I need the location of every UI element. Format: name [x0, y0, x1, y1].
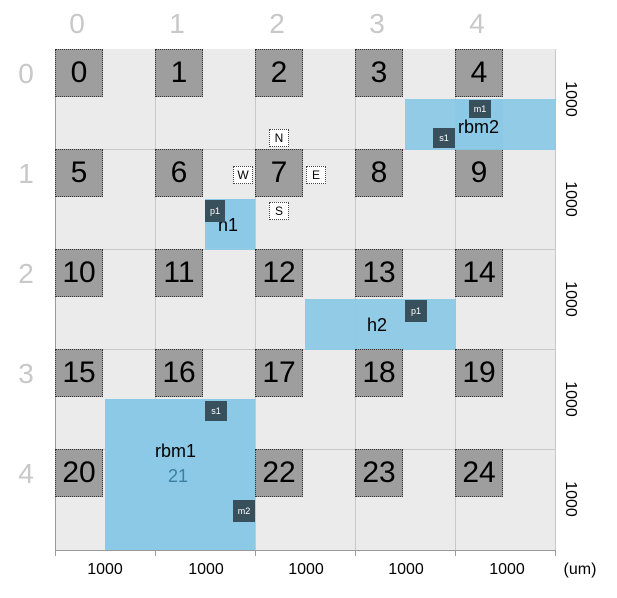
column-dimension: 1000 [388, 561, 424, 578]
tile-3[interactable]: 3 [355, 49, 403, 97]
tile-14[interactable]: 14 [455, 249, 503, 297]
grid-line [155, 49, 156, 550]
tile-21-label: 21 [168, 466, 189, 486]
tile-9[interactable]: 9 [455, 149, 503, 197]
row-number: 4 [18, 458, 34, 489]
y-axis [55, 49, 56, 550]
unit-label: (um) [563, 561, 597, 578]
row-number: 0 [18, 58, 34, 89]
tile-4[interactable]: 4 [455, 49, 503, 97]
pin-rbm2-s1[interactable]: s1 [433, 128, 455, 148]
column-number: 0 [69, 8, 85, 39]
row-dimension: 1000 [562, 181, 579, 217]
macro-label-rbm2: rbm2 [458, 117, 500, 137]
tile-2[interactable]: 2 [255, 49, 303, 97]
x-tick [455, 550, 456, 556]
tile-10[interactable]: 10 [55, 249, 103, 297]
macro-label-h2: h2 [367, 315, 388, 335]
tile-11[interactable]: 11 [155, 249, 203, 297]
x-tick [255, 550, 256, 556]
pin-h1-p1[interactable]: p1 [205, 200, 225, 222]
west-port[interactable]: W [233, 166, 253, 184]
south-port[interactable]: S [269, 202, 289, 220]
tile-0[interactable]: 0 [55, 49, 103, 97]
x-tick [555, 550, 556, 556]
tile-16[interactable]: 16 [155, 349, 203, 397]
grid-line [555, 49, 556, 550]
column-dimension: 1000 [288, 561, 324, 578]
east-port[interactable]: E [306, 166, 326, 184]
tile-18[interactable]: 18 [355, 349, 403, 397]
macro-h2[interactable] [305, 299, 456, 350]
grid-line [55, 249, 556, 250]
row-number: 1 [18, 158, 34, 189]
grid-line [55, 449, 556, 450]
row-number: 2 [18, 258, 34, 289]
x-axis [55, 550, 556, 551]
tile-22[interactable]: 22 [255, 449, 303, 497]
macro-rbm1[interactable] [105, 399, 255, 550]
row-dimension: 1000 [562, 481, 579, 517]
grid-line [55, 149, 556, 150]
column-dimension: 1000 [188, 561, 224, 578]
north-port[interactable]: N [269, 129, 289, 147]
column-number: 4 [469, 8, 485, 39]
pin-rbm2-m1[interactable]: m1 [469, 100, 491, 118]
tile-15[interactable]: 15 [55, 349, 103, 397]
row-dimension: 1000 [562, 381, 579, 417]
tile-8[interactable]: 8 [355, 149, 403, 197]
tile-12[interactable]: 12 [255, 249, 303, 297]
tile-5[interactable]: 5 [55, 149, 103, 197]
column-number: 2 [269, 8, 285, 39]
row-dimension: 1000 [562, 281, 579, 317]
tile-23[interactable]: 23 [355, 449, 403, 497]
tile-19[interactable]: 19 [455, 349, 503, 397]
grid-line [255, 49, 256, 550]
tile-6[interactable]: 6 [155, 149, 203, 197]
pin-rbm1-m2[interactable]: m2 [233, 500, 255, 522]
macro-label-rbm1: rbm1 [155, 441, 197, 461]
tile-24[interactable]: 24 [455, 449, 503, 497]
row-number: 3 [18, 358, 34, 389]
x-tick [55, 550, 56, 556]
tile-20[interactable]: 20 [55, 449, 103, 497]
tile-7[interactable]: 7 [255, 149, 303, 197]
column-dimension: 1000 [489, 561, 525, 578]
column-dimension: 1000 [87, 561, 123, 578]
pin-rbm1-s1[interactable]: s1 [205, 401, 227, 421]
pin-h2-p1[interactable]: p1 [405, 300, 427, 322]
column-number: 1 [169, 8, 185, 39]
x-tick [355, 550, 356, 556]
tile-13[interactable]: 13 [355, 249, 403, 297]
tile-1[interactable]: 1 [155, 49, 203, 97]
x-tick [155, 550, 156, 556]
tile-17[interactable]: 17 [255, 349, 303, 397]
column-number: 3 [369, 8, 385, 39]
row-dimension: 1000 [562, 81, 579, 117]
